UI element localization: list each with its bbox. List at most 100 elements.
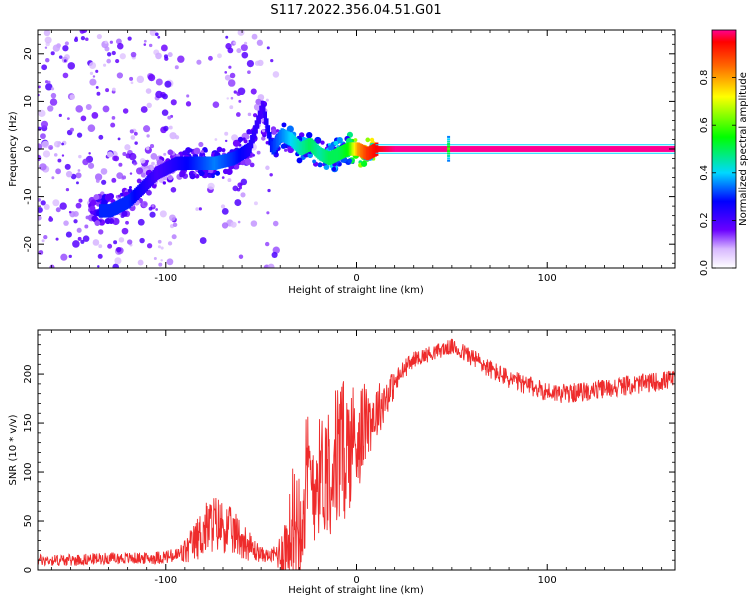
spectrogram-speckle xyxy=(43,204,50,210)
spectrogram-cluster xyxy=(328,144,334,151)
spectrogram-speckle xyxy=(75,202,82,209)
spectrogram-speckle xyxy=(198,207,202,211)
spectrogram-speckle xyxy=(212,101,220,108)
spectrogram-speckle xyxy=(68,210,72,214)
spectrogram-speckle xyxy=(100,168,108,175)
spectrogram-speckle xyxy=(65,170,73,178)
spectrogram-speckle xyxy=(50,51,55,56)
spectrogram-speckle xyxy=(266,46,270,50)
spectrogram-cluster xyxy=(179,170,186,177)
spectrogram-speckle xyxy=(227,178,232,183)
spectrogram-speckle xyxy=(40,120,49,128)
spectrogram-speckle xyxy=(238,186,243,190)
spectrogram-speckle xyxy=(87,124,96,132)
spectrogram-speckle xyxy=(150,153,158,160)
spectrogram-speckle xyxy=(92,75,96,78)
spectrogram-speckle xyxy=(250,220,258,227)
spectrogram-speckle xyxy=(94,173,103,181)
spectrogram-spike xyxy=(447,159,451,162)
spectrogram-speckle xyxy=(72,211,79,217)
spectrogram-speckle xyxy=(167,241,173,246)
spectrogram-speckle xyxy=(65,187,70,192)
spectrogram-speckle xyxy=(261,136,266,141)
spectrogram-speckle xyxy=(111,50,116,56)
spectrogram-speckle xyxy=(140,106,148,113)
spectrogram-speckle xyxy=(240,44,248,52)
spectrogram-speckle xyxy=(67,117,70,121)
spectrogram-speckle xyxy=(160,259,163,262)
spectrogram-speckle xyxy=(135,167,144,175)
spectrogram-spike xyxy=(447,147,451,150)
spectrogram-speckle xyxy=(105,88,110,93)
spectrogram-cluster xyxy=(333,140,339,146)
spectrogram-cluster xyxy=(347,158,353,164)
snr-panel: -100 0 100 0 50 100 150 200 Height of straight … xyxy=(8,329,676,596)
spectrogram-speckle xyxy=(168,125,173,130)
spectrogram-speckle xyxy=(163,125,169,132)
spectrogram-speckle xyxy=(149,211,156,218)
spectrogram-speckle xyxy=(69,94,76,100)
spectrogram-ridge-cell xyxy=(262,104,266,118)
spectrogram-speckle xyxy=(159,210,167,218)
spectrogram-speckle xyxy=(143,39,147,43)
spectrogram-speckle xyxy=(103,63,107,67)
spectrogram-cluster xyxy=(182,150,188,156)
spectrogram-speckle xyxy=(237,182,243,188)
spectrogram-speckle xyxy=(44,36,52,44)
spectrogram-speckle xyxy=(129,172,133,175)
spectrogram-speckle xyxy=(50,92,57,99)
spectrogram-speckle xyxy=(85,104,92,111)
spectrogram-spike xyxy=(447,154,451,157)
spectrogram-speckle xyxy=(117,137,121,141)
spectrogram-speckle xyxy=(238,99,242,103)
spectrogram-cluster xyxy=(94,220,101,226)
spectrogram-speckle xyxy=(195,207,199,211)
spectrogram-cluster xyxy=(140,172,146,178)
spectrogram-speckle xyxy=(226,97,229,100)
spectrogram-cluster xyxy=(226,168,233,176)
spectrogram-speckle xyxy=(77,236,82,241)
spectrogram-speckle xyxy=(265,241,270,247)
spectrogram-cluster xyxy=(284,148,288,152)
snr-y-tick-label: 0 xyxy=(23,567,34,573)
spectrogram-speckle xyxy=(146,159,150,163)
spectrogram-speckle xyxy=(49,264,55,268)
spectrogram-speckle xyxy=(139,237,145,244)
spectrogram-speckle xyxy=(48,144,54,151)
spectrogram-speckle xyxy=(171,234,177,240)
spectrogram-speckle xyxy=(63,59,67,63)
spectrogram-speckle xyxy=(221,222,229,229)
spectrogram-cluster xyxy=(369,137,375,142)
spectrogram-speckle xyxy=(122,175,127,180)
spectrogram-speckle xyxy=(112,263,120,268)
spectrogram-speckle xyxy=(95,179,100,183)
spectrogram-speckle xyxy=(109,40,113,44)
spectrogram-speckle xyxy=(92,239,100,246)
spectrogram-speckle xyxy=(139,158,146,164)
spectrogram-speckle xyxy=(112,87,116,92)
spectrogram-speckle xyxy=(266,211,270,215)
spectrogram-x-tick-label: 0 xyxy=(353,273,359,284)
spectrogram-cluster xyxy=(307,152,314,159)
spectrogram-speckle xyxy=(80,115,87,122)
spectrogram-speckle xyxy=(89,78,97,86)
spectrogram-speckle xyxy=(233,90,237,94)
spectrogram-x-tick-label: -100 xyxy=(154,273,177,284)
spectrogram-speckle xyxy=(127,36,132,41)
spectrogram-speckle xyxy=(63,220,69,226)
spectrogram-cluster xyxy=(255,98,262,105)
spectrogram-speckle xyxy=(98,134,104,140)
snr-y-tick-label: 50 xyxy=(23,515,34,528)
spectrogram-speckle xyxy=(40,133,46,140)
spectrogram-speckle xyxy=(151,204,155,208)
spectrogram-speckle xyxy=(122,108,129,114)
spectrogram-speckle xyxy=(224,131,229,136)
spectrogram-cluster xyxy=(232,139,241,147)
spectrogram-speckle xyxy=(55,207,61,213)
spectrogram-speckle xyxy=(64,163,71,170)
spectrogram-speckle xyxy=(43,234,48,240)
spectrogram-speckle xyxy=(57,158,62,163)
spectrogram-speckle xyxy=(246,59,255,68)
spectrogram-cluster xyxy=(93,194,100,201)
spectrogram-speckle xyxy=(47,80,51,84)
